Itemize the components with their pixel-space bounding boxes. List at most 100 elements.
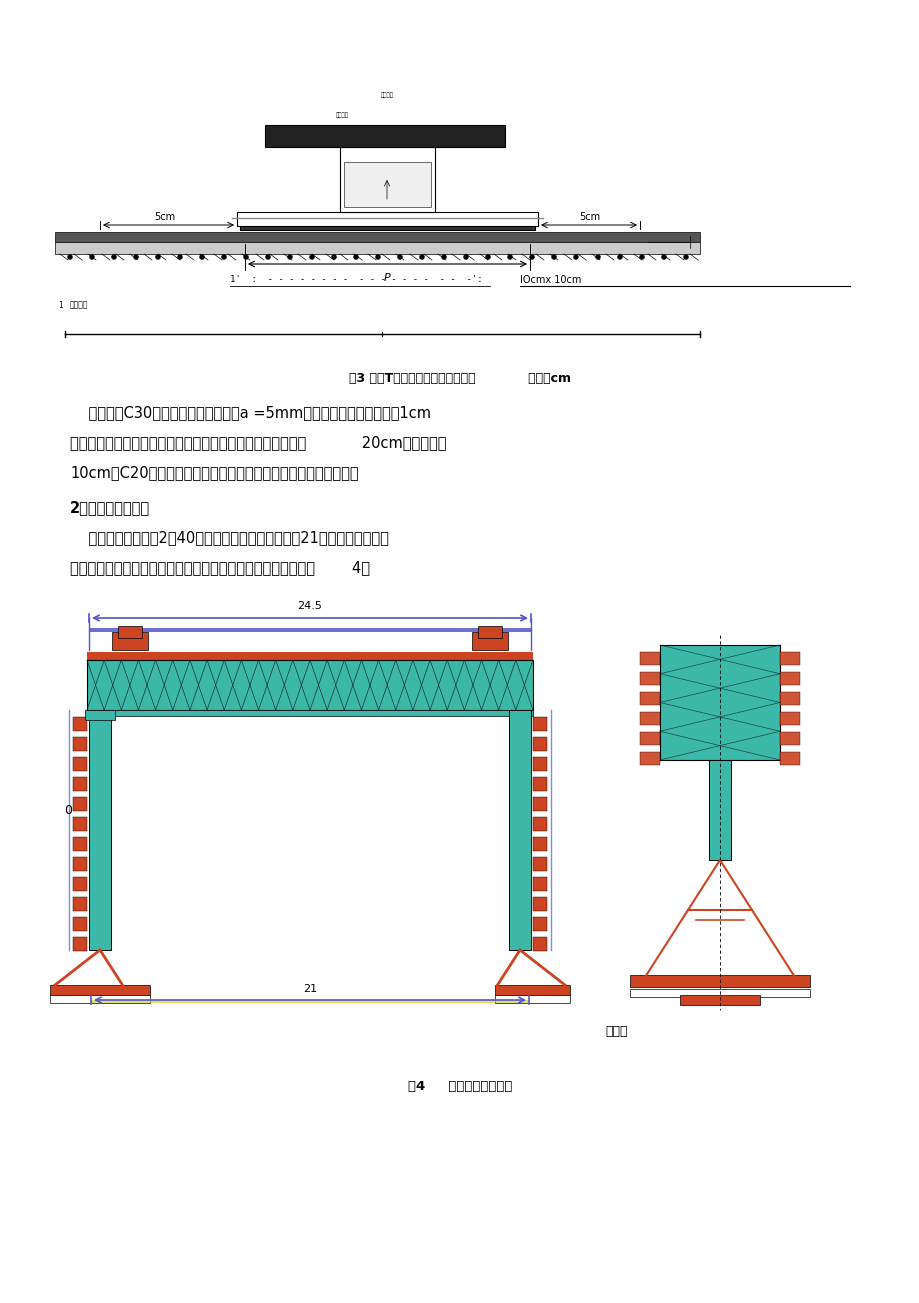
Circle shape (683, 254, 687, 259)
Bar (779, 652, 800, 665)
Bar (344, 162, 430, 207)
Circle shape (155, 254, 160, 259)
Circle shape (353, 254, 358, 259)
Bar (532, 717, 547, 731)
Text: P: P (383, 274, 390, 283)
Text: 21: 21 (302, 984, 317, 994)
Circle shape (375, 254, 380, 259)
Bar (709, 760, 731, 860)
Circle shape (573, 254, 578, 259)
Bar (679, 995, 759, 1005)
Bar (265, 125, 505, 147)
Bar (532, 797, 547, 810)
Bar (73, 877, 87, 891)
Bar (478, 625, 502, 638)
Bar (73, 717, 87, 731)
Circle shape (463, 254, 468, 259)
Circle shape (67, 254, 73, 259)
Circle shape (111, 254, 117, 259)
Circle shape (133, 254, 139, 259)
Text: 台座顶面: 台座顶面 (335, 112, 348, 117)
Text: 1'  :  - - - - - - - -  - - - - - - -  - -  -':: 1' : - - - - - - - - - - - - - - - - - -… (230, 275, 482, 284)
Bar (532, 757, 547, 771)
Text: 梁板移运起重设备和模板安装及混凝土浇筑起吊设备使用。见图        4。: 梁板移运起重设备和模板安装及混凝土浇筑起吊设备使用。见图 4。 (70, 560, 369, 575)
Bar (118, 625, 142, 638)
Text: 24.5: 24.5 (297, 601, 322, 611)
Bar (640, 711, 659, 724)
Text: 0: 0 (64, 804, 72, 817)
Bar (91, 999, 528, 1003)
Text: 图3 预制T梁台座设计图（断面图）            尺寸：cm: 图3 预制T梁台座设计图（断面图） 尺寸：cm (348, 371, 571, 384)
Bar (50, 995, 150, 1003)
Circle shape (419, 254, 424, 259)
Bar (532, 917, 547, 932)
Bar (112, 632, 148, 650)
Circle shape (617, 254, 622, 259)
Bar (630, 975, 809, 986)
Bar (532, 777, 547, 791)
Bar (508, 710, 530, 950)
Bar (73, 917, 87, 932)
Circle shape (550, 254, 556, 259)
Circle shape (287, 254, 292, 259)
Bar (779, 711, 800, 724)
Bar (85, 710, 115, 721)
Circle shape (244, 254, 248, 259)
Circle shape (529, 254, 534, 259)
Bar (532, 877, 547, 891)
Text: 2、预制场配套设备: 2、预制场配套设备 (70, 500, 150, 515)
Bar (73, 777, 87, 791)
Text: 预制场吊装设备为2台40吨级龙门吊机，行走净宽为21米；龙门吊机作为: 预制场吊装设备为2台40吨级龙门吊机，行走净宽为21米；龙门吊机作为 (70, 530, 389, 545)
Bar (73, 837, 87, 851)
Text: 图4     龙门吊结构示意图: 图4 龙门吊结构示意图 (407, 1080, 512, 1093)
Bar (87, 661, 532, 710)
Circle shape (507, 254, 512, 259)
Bar (87, 710, 532, 717)
Bar (55, 242, 699, 254)
Bar (532, 837, 547, 851)
Bar (73, 797, 87, 810)
Text: 台座采用C30混凝土现浇，面层采用a =5mm钢板铺装，台座两侧各贴1cm: 台座采用C30混凝土现浇，面层采用a =5mm钢板铺装，台座两侧各贴1cm (70, 405, 430, 420)
Text: IOcmx 10cm: IOcmx 10cm (519, 275, 581, 285)
Circle shape (595, 254, 600, 259)
Circle shape (221, 254, 226, 259)
Bar (237, 212, 538, 225)
Text: 1: 1 (58, 301, 62, 310)
Text: 台座截面: 台座截面 (70, 301, 88, 310)
Bar (50, 985, 150, 995)
Bar (779, 752, 800, 765)
Circle shape (266, 254, 270, 259)
Bar (640, 692, 659, 705)
Bar (340, 147, 435, 212)
Circle shape (177, 254, 182, 259)
Bar (87, 652, 532, 661)
Bar (240, 225, 535, 231)
Bar (73, 896, 87, 911)
Circle shape (89, 254, 95, 259)
Bar (779, 732, 800, 745)
Text: 钢板面层: 钢板面层 (380, 93, 393, 98)
Circle shape (661, 254, 665, 259)
Text: 10cm厚C20混凝土进行硬化，做好排水沟，保证雨天场地不积水。: 10cm厚C20混凝土进行硬化，做好排水沟，保证雨天场地不积水。 (70, 465, 358, 480)
Bar (640, 652, 659, 665)
Bar (532, 737, 547, 751)
Bar (471, 632, 507, 650)
Bar (73, 737, 87, 751)
Bar (73, 937, 87, 951)
Bar (532, 817, 547, 831)
Circle shape (331, 254, 336, 259)
Bar (659, 645, 779, 760)
Bar (640, 752, 659, 765)
Circle shape (309, 254, 314, 259)
Circle shape (485, 254, 490, 259)
Bar (89, 628, 530, 632)
Circle shape (397, 254, 403, 259)
Text: 单位：: 单位： (605, 1025, 627, 1038)
Bar (532, 937, 547, 951)
Bar (87, 661, 532, 710)
Bar (73, 857, 87, 870)
Bar (494, 985, 570, 995)
Bar (55, 232, 699, 242)
Bar (89, 710, 111, 950)
Bar (494, 995, 570, 1003)
